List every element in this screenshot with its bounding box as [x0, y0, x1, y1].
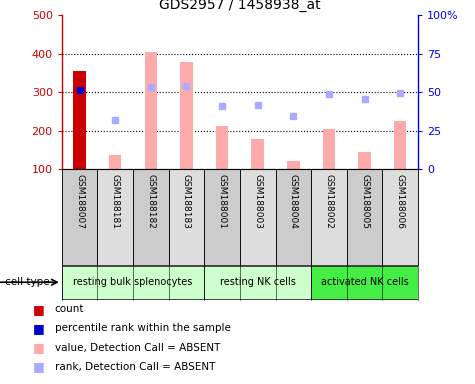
Bar: [180, 62, 193, 169]
Bar: [347, 169, 382, 265]
Text: ■: ■: [33, 322, 45, 335]
Bar: [62, 169, 97, 265]
Text: ■: ■: [33, 341, 45, 354]
Bar: [287, 161, 300, 169]
Bar: [358, 152, 371, 169]
Bar: [347, 15, 382, 169]
Bar: [73, 71, 86, 169]
Bar: [240, 169, 276, 265]
Bar: [62, 266, 204, 299]
Bar: [109, 155, 122, 169]
Text: percentile rank within the sample: percentile rank within the sample: [55, 323, 230, 333]
Text: cell type: cell type: [5, 277, 49, 287]
Text: GSM188005: GSM188005: [360, 174, 369, 229]
Bar: [276, 169, 311, 265]
Bar: [276, 15, 311, 169]
Text: GSM188183: GSM188183: [182, 174, 191, 229]
Bar: [133, 15, 169, 169]
Bar: [133, 169, 169, 265]
Text: GSM188004: GSM188004: [289, 174, 298, 228]
Text: ■: ■: [33, 360, 45, 373]
Bar: [144, 52, 157, 169]
Bar: [216, 126, 228, 169]
Bar: [204, 266, 311, 299]
Bar: [394, 121, 407, 169]
Bar: [169, 15, 204, 169]
Text: ■: ■: [33, 303, 45, 316]
Text: GSM188001: GSM188001: [218, 174, 227, 229]
Text: GSM188181: GSM188181: [111, 174, 120, 229]
Bar: [97, 169, 133, 265]
Bar: [311, 266, 418, 299]
Text: rank, Detection Call = ABSENT: rank, Detection Call = ABSENT: [55, 362, 215, 372]
Bar: [382, 15, 418, 169]
Bar: [240, 15, 276, 169]
Text: count: count: [55, 304, 84, 314]
Title: GDS2957 / 1458938_at: GDS2957 / 1458938_at: [159, 0, 321, 12]
Bar: [62, 15, 97, 169]
Text: GSM188007: GSM188007: [75, 174, 84, 229]
Text: GSM188002: GSM188002: [324, 174, 333, 228]
Bar: [251, 139, 264, 169]
Text: GSM188003: GSM188003: [253, 174, 262, 229]
Text: resting NK cells: resting NK cells: [220, 277, 295, 287]
Bar: [204, 169, 240, 265]
Text: GSM188006: GSM188006: [396, 174, 405, 229]
Bar: [169, 169, 204, 265]
Bar: [323, 129, 335, 169]
Bar: [97, 15, 133, 169]
Text: resting bulk splenocytes: resting bulk splenocytes: [73, 277, 193, 287]
Bar: [204, 15, 240, 169]
Text: GSM188182: GSM188182: [146, 174, 155, 228]
Text: activated NK cells: activated NK cells: [321, 277, 408, 287]
Text: value, Detection Call = ABSENT: value, Detection Call = ABSENT: [55, 343, 220, 353]
Bar: [311, 15, 347, 169]
Bar: [382, 169, 418, 265]
Bar: [311, 169, 347, 265]
